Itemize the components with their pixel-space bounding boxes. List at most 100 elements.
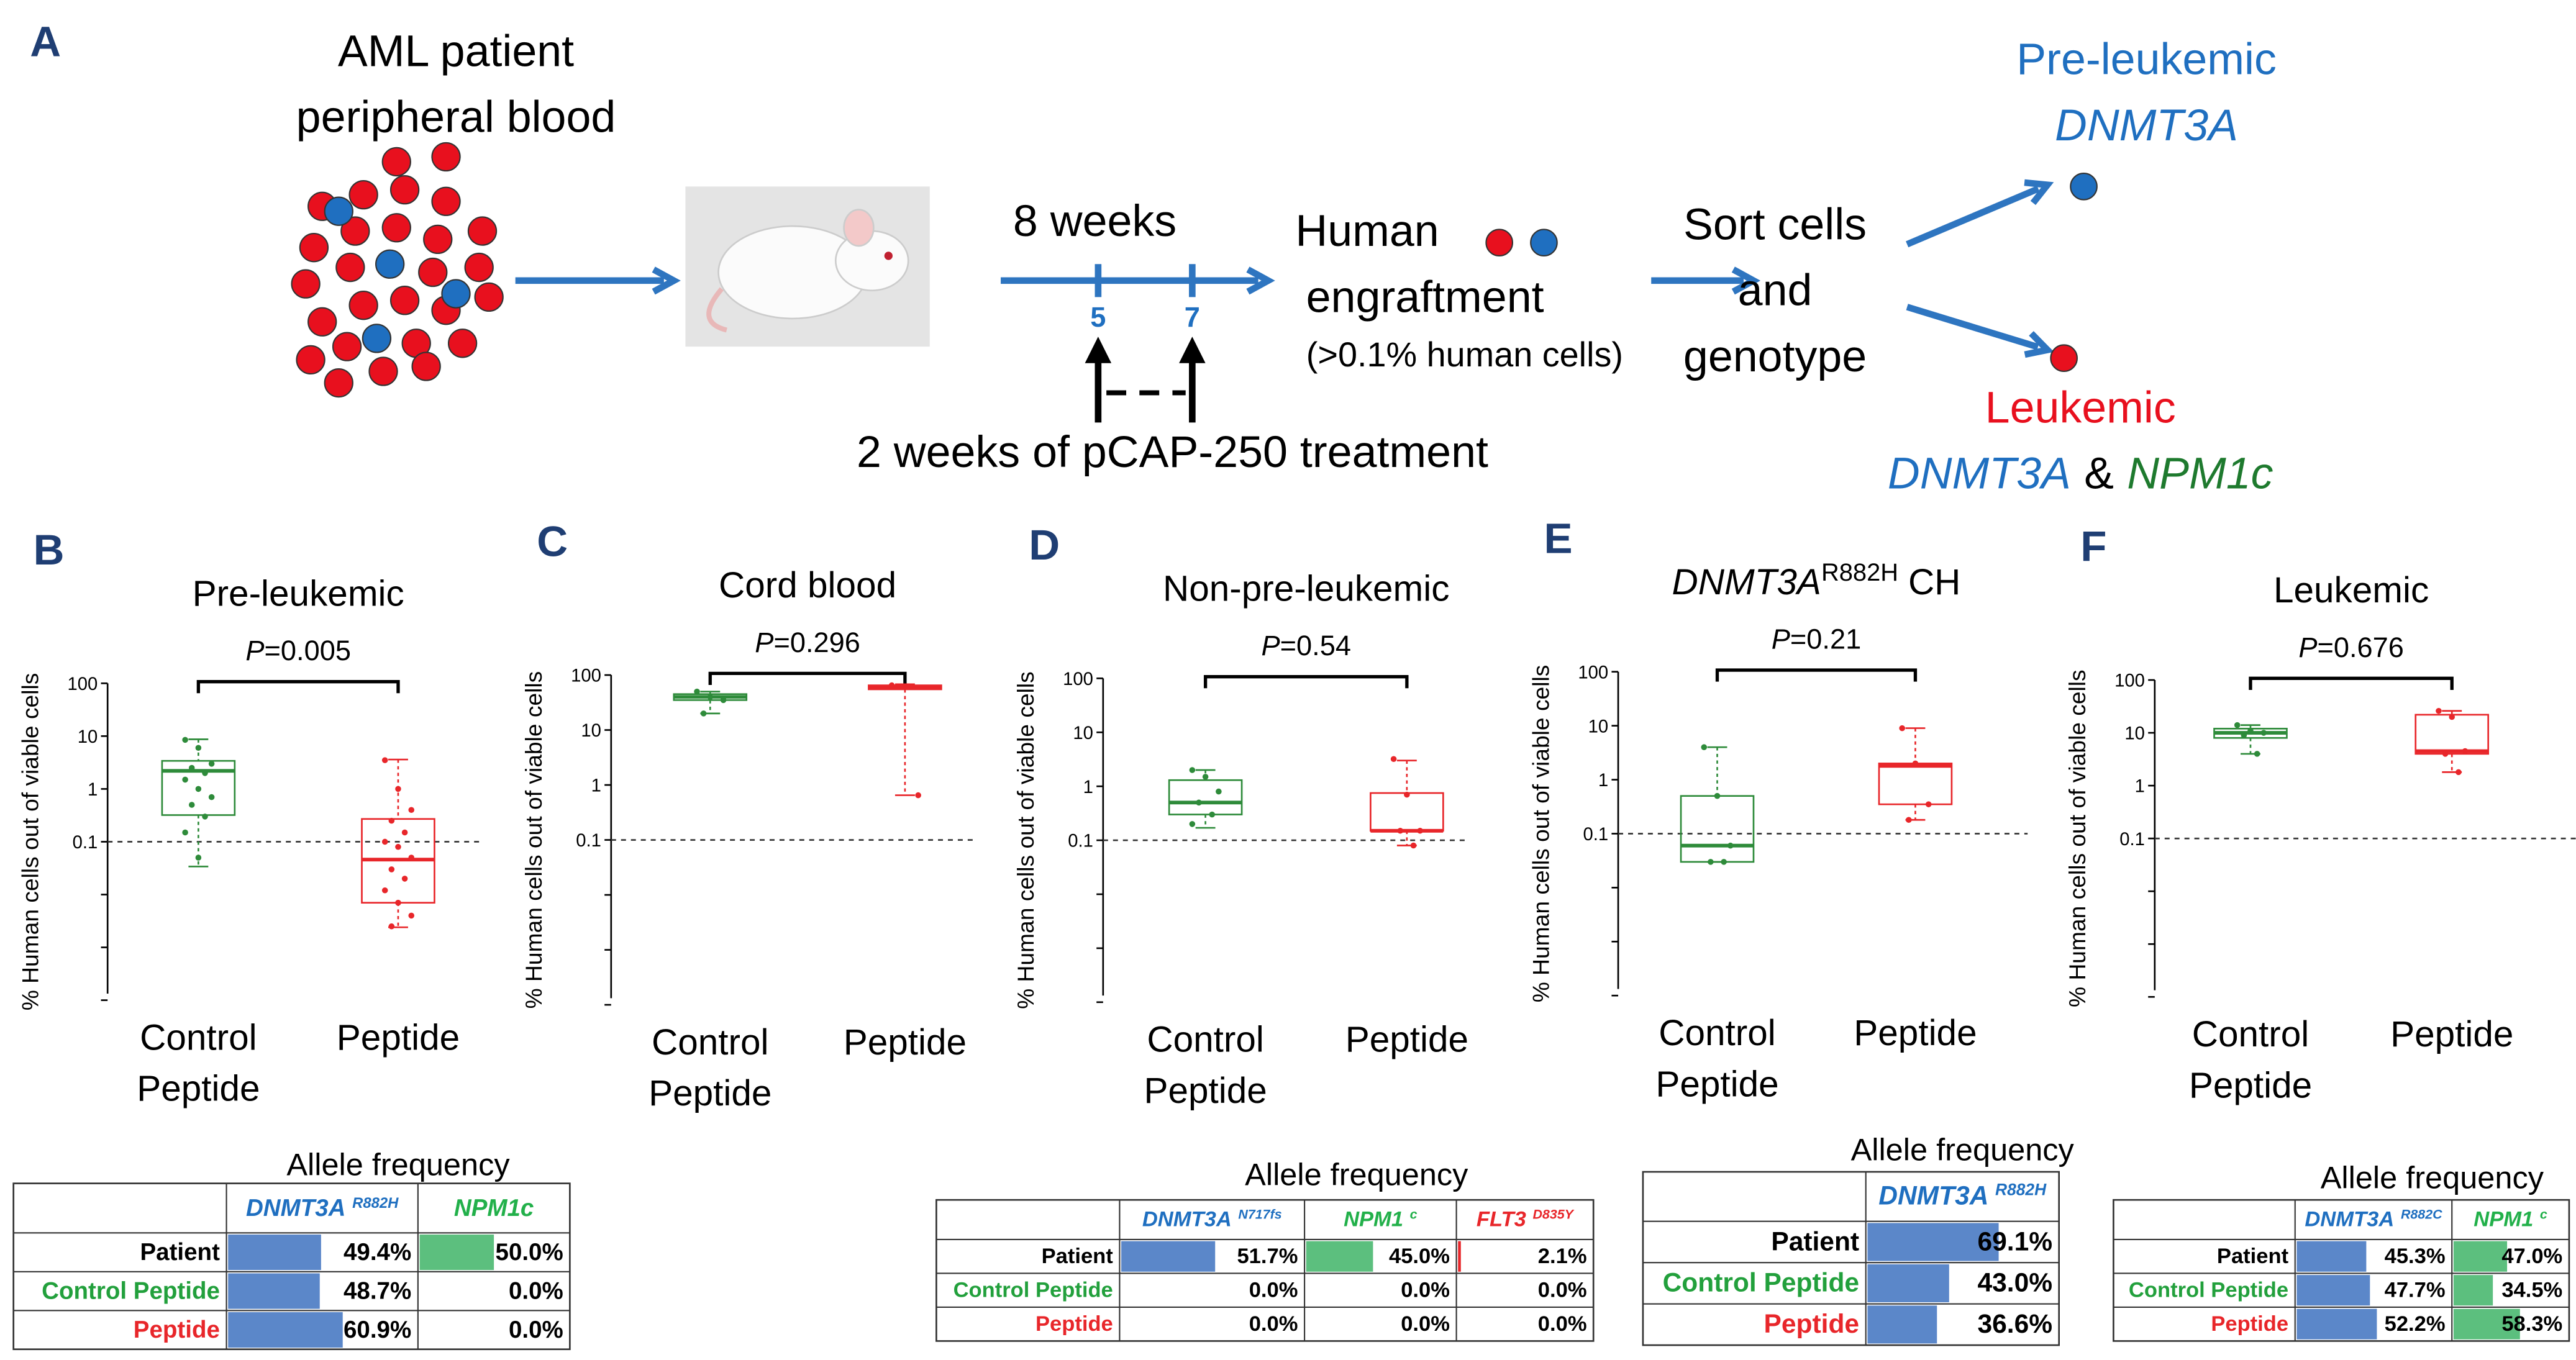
frequency-value: 36.6% [1977,1310,2052,1339]
row-label-part: Control Peptide [42,1278,220,1305]
data-point [1708,859,1714,865]
column-header-part: NPM1 [1344,1207,1403,1231]
data-point [208,794,215,800]
blood-cell [296,345,325,375]
frequency-value-part: 43.0% [1977,1269,2052,1298]
chart-title: Cord blood [719,565,896,605]
frequency-value: 60.9% [344,1317,411,1343]
data-point [1189,767,1196,773]
frequency-value-part: 48.7% [344,1278,411,1305]
frequency-value-part: 0.0% [509,1278,563,1305]
data-point [1701,744,1708,750]
outcome-label: Leukemic [1985,383,2176,432]
blood-cell [389,175,420,205]
data-point [401,876,408,882]
significance-bracket [708,671,907,685]
column-header-part: DNMT3A [1878,1182,1988,1211]
arrow-head [1246,266,1275,295]
row-label-part: Patient [2217,1244,2289,1268]
sort-label: genotype [1683,332,1867,381]
table-title-part: Allele frequency [1245,1156,1468,1192]
data-point [1397,827,1404,834]
y-tick-label: 10 [1073,723,1093,743]
frequency-value: 49.4% [344,1239,411,1266]
outcome-gene: DNMT3A [2055,101,2238,150]
row-label: Patient [2217,1244,2289,1268]
outcome-genes-part: DNMT3A [1888,449,2071,499]
table-title-part: Allele frequency [286,1146,510,1182]
row-label: Patient [1042,1244,1114,1268]
y-tick-label: 0.1 [2119,830,2145,850]
blood-cell [324,368,353,398]
blood-cell [362,324,392,353]
column-header: DNMT3A R882H [1878,1181,2047,1211]
y-axis-label: % Human cells out of viable cells [17,673,43,1011]
chart-title-part: Pre-leukemic [193,573,404,614]
column-header: NPM1 c [2474,1207,2547,1231]
frequency-value-part: 45.0% [1389,1244,1450,1268]
blood-cell [324,196,353,226]
x-tick-line: Peptide [1655,1064,1778,1104]
significance-bracket [196,680,400,694]
frequency-value-part: 69.1% [1977,1227,2052,1256]
blood-cell [307,307,337,337]
y-tick-label: 100 [67,674,98,694]
frequency-bar [228,1235,321,1271]
outcome-label-part: Leukemic [1985,383,2176,432]
table-border [1642,1171,2060,1346]
blood-cell [340,216,370,246]
x-tick-label: Control Peptide [137,1017,260,1108]
blood-cell [431,142,461,172]
blood-cell [368,356,398,386]
row-label: Peptide [1764,1310,1860,1339]
source-label: peripheral blood [296,93,616,142]
data-point [1404,791,1410,798]
x-tick-label: Control Peptide [649,1022,771,1113]
row-label-part: Peptide [2211,1312,2288,1336]
data-point [2260,730,2267,736]
p-value: P=0.54 [1262,630,1351,661]
data-point [1714,792,1721,799]
y-axis-label: % Human cells out of viable cells [2064,669,2090,1007]
table-border [935,1199,1595,1342]
p-symbol: P [245,635,264,666]
y-tick-label: 10 [2124,724,2145,744]
row-label: Control Peptide [2129,1279,2288,1302]
panel-label: F [2080,522,2106,571]
frequency-value-part: 60.9% [344,1317,411,1343]
data-point [408,912,415,919]
x-tick-label: Peptide [1345,1020,1468,1060]
y-tick-label: 10 [78,727,98,747]
frequency-value-part: 49.4% [344,1239,411,1266]
frequency-value: 2.1% [1538,1244,1587,1268]
y-tick-label: 100 [1578,663,1608,682]
frequency-bar [1867,1223,1999,1261]
y-tick-label: 1 [1083,777,1093,797]
box [161,759,236,816]
data-point [694,688,700,695]
y-tick-label: 100 [571,666,601,686]
table-title: Allele frequency [2321,1160,2544,1195]
outcome-label: Pre-leukemic [2016,35,2277,84]
frequency-value: 0.0% [1401,1279,1450,1302]
data-point [1925,801,1932,807]
data-point [195,855,202,861]
row-label: Control Peptide [953,1279,1113,1302]
arrow-head [2024,331,2054,358]
data-point [888,682,895,689]
frequency-value: 43.0% [1977,1269,2052,1298]
x-tick-label: Peptide [337,1017,460,1058]
data-point [408,807,415,814]
blood-cell [375,249,405,279]
frequency-value-part: 34.5% [2501,1279,2562,1302]
chart-title-part: Non-pre-leukemic [1163,568,1449,609]
column-header-part: R882H [1995,1181,2047,1199]
frequency-bar [2453,1275,2493,1306]
data-point [2234,722,2241,728]
engraftment-label: engraftment [1306,272,1544,322]
y-tick-label: 100 [1063,669,1093,689]
frequency-value: 45.3% [2385,1244,2446,1268]
data-point [2254,751,2260,757]
x-tick-line: Peptide [2390,1014,2513,1054]
